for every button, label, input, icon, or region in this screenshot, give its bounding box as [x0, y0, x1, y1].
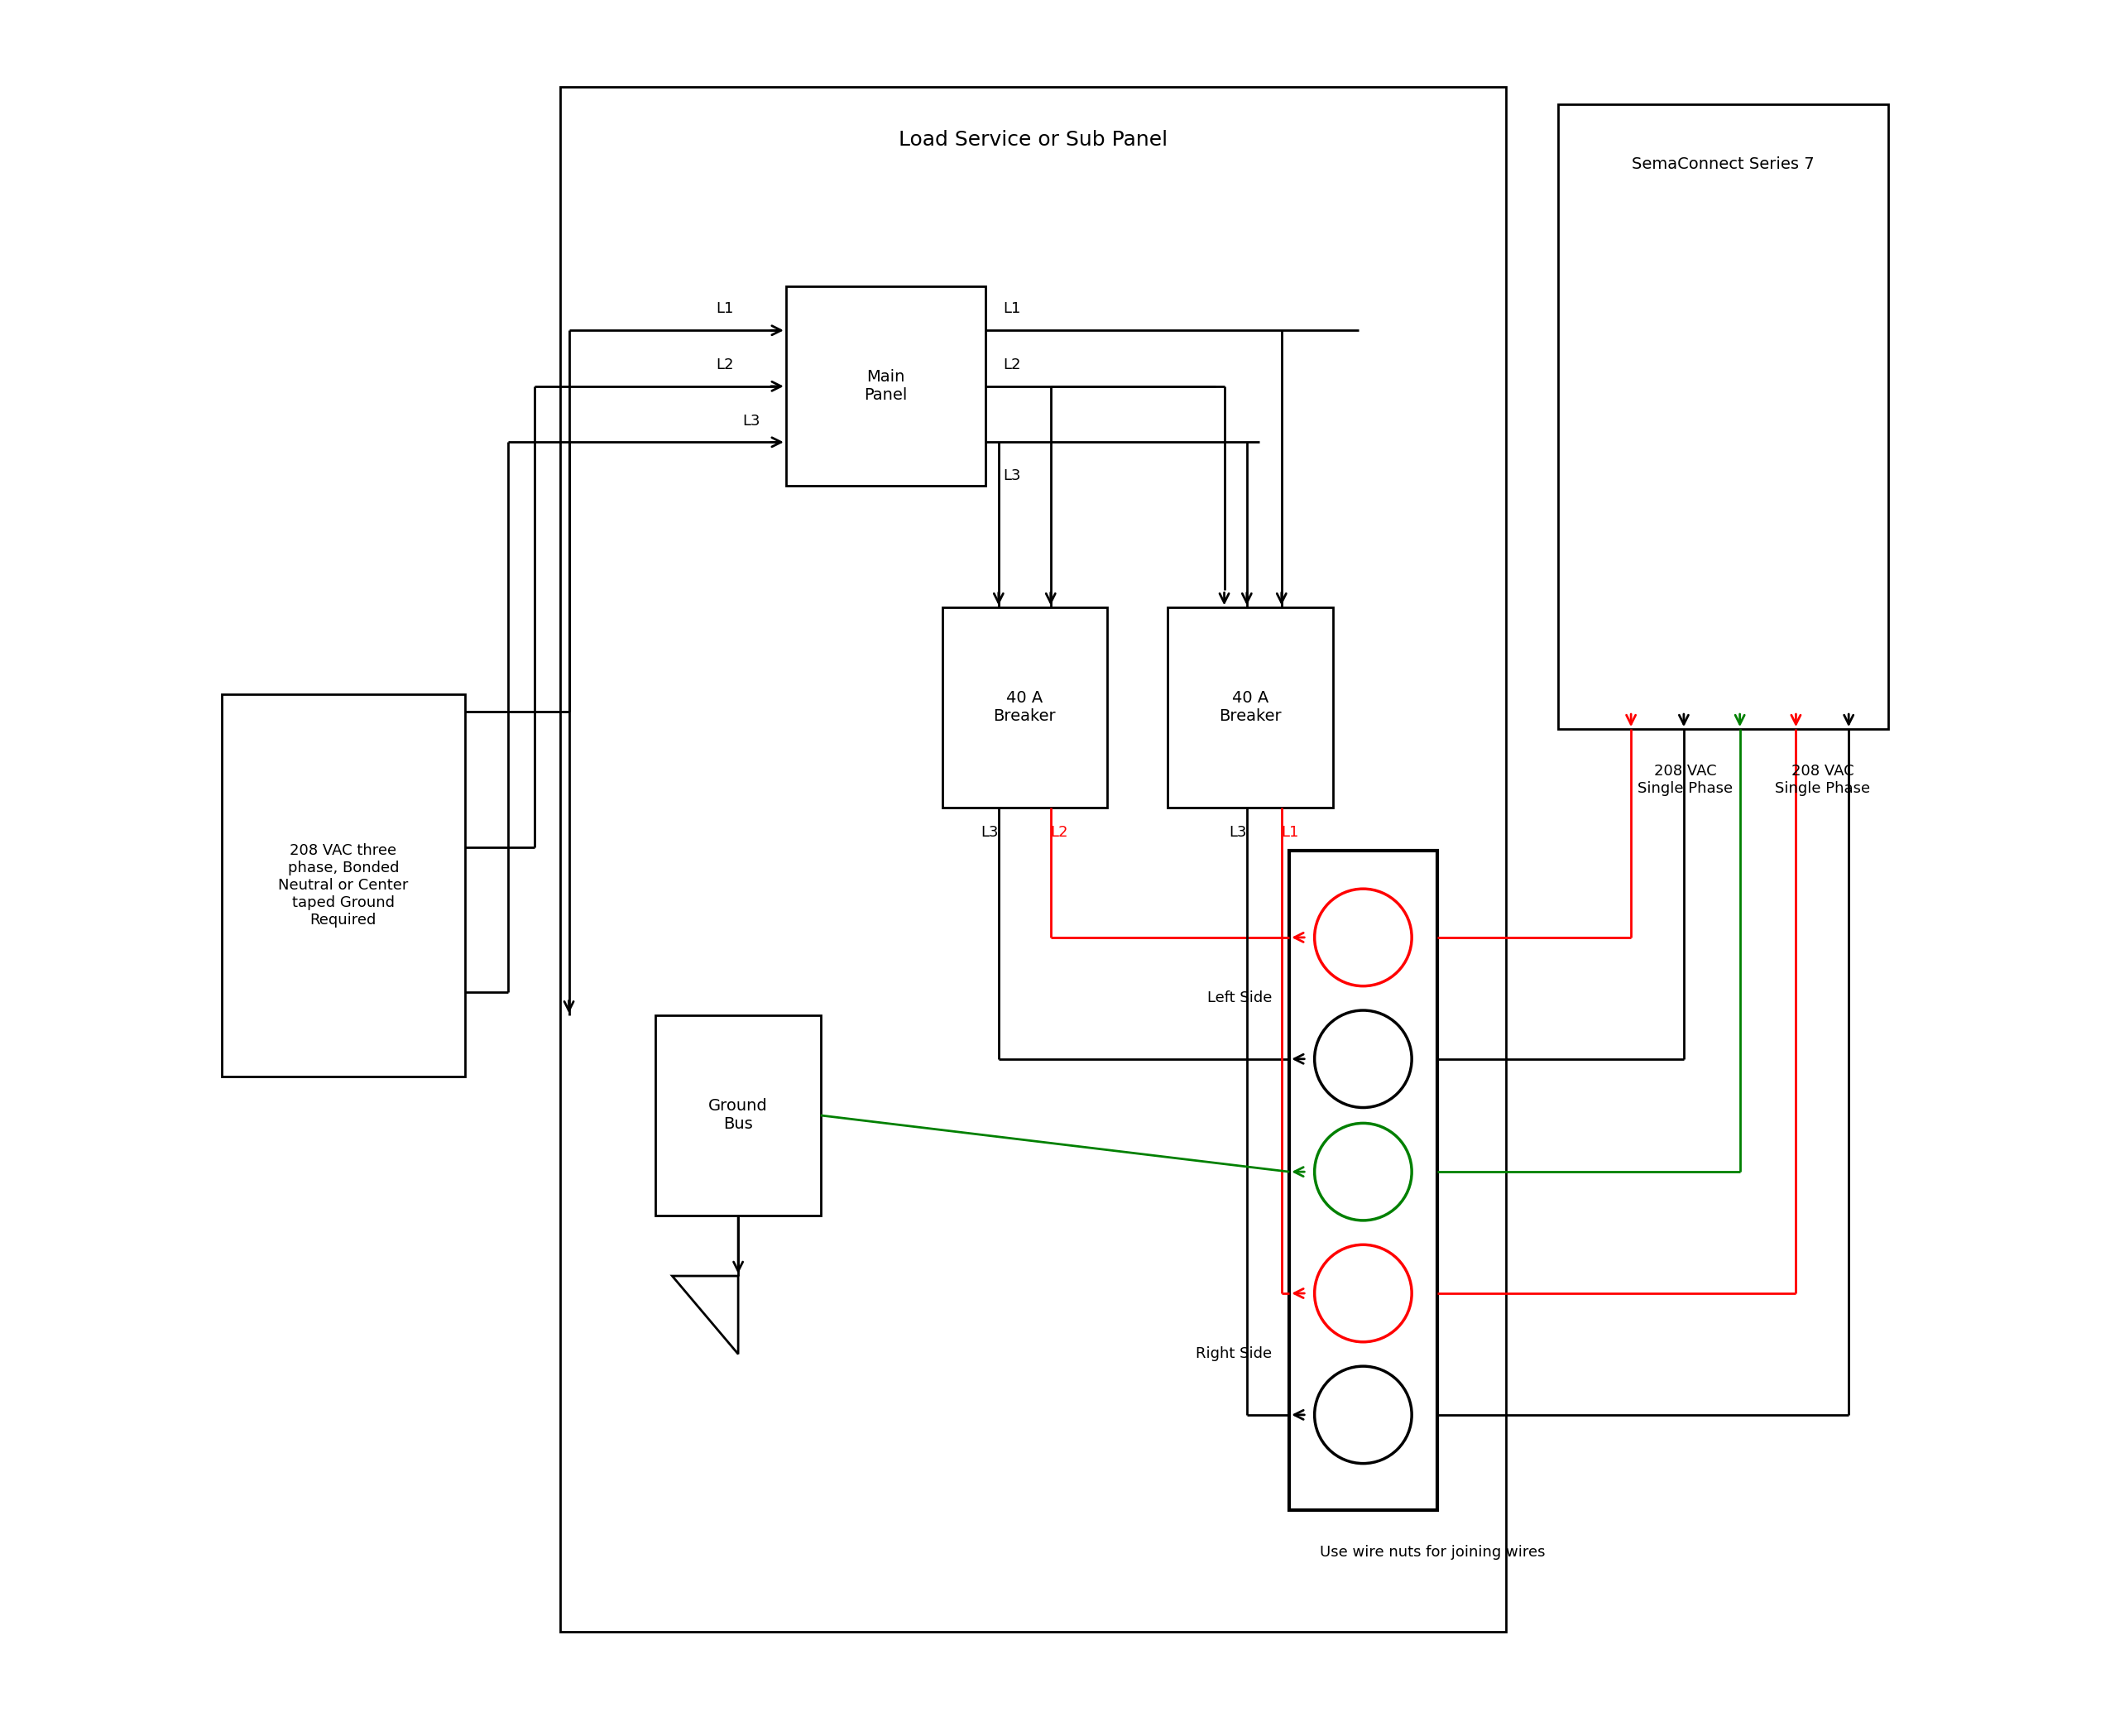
Text: 208 VAC
Single Phase: 208 VAC Single Phase [1775, 764, 1869, 795]
Text: Right Side: Right Side [1196, 1347, 1272, 1361]
Text: L1: L1 [1002, 302, 1021, 316]
Text: L3: L3 [1002, 469, 1021, 483]
Text: Ground
Bus: Ground Bus [709, 1099, 768, 1132]
Bar [222, 694, 464, 1076]
Text: 208 VAC three
phase, Bonded
Neutral or Center
taped Ground
Required: 208 VAC three phase, Bonded Neutral or C… [279, 844, 409, 927]
Text: Load Service or Sub Panel: Load Service or Sub Panel [899, 130, 1167, 149]
Text: L2: L2 [1051, 825, 1068, 840]
Text: 208 VAC
Single Phase: 208 VAC Single Phase [1637, 764, 1732, 795]
Text: L3: L3 [743, 413, 760, 429]
Bar [561, 87, 1507, 1632]
Text: L1: L1 [1281, 825, 1300, 840]
Bar [943, 608, 1108, 807]
Text: SemaConnect Series 7: SemaConnect Series 7 [1631, 156, 1815, 172]
Bar [656, 1016, 821, 1215]
Text: L3: L3 [1230, 825, 1247, 840]
Bar [1559, 104, 1888, 729]
Text: L2: L2 [715, 358, 734, 373]
Text: L1: L1 [715, 302, 734, 316]
Bar [1289, 851, 1437, 1510]
Text: Use wire nuts for joining wires: Use wire nuts for joining wires [1321, 1545, 1545, 1561]
Text: Main
Panel: Main Panel [865, 370, 907, 403]
Text: Left Side: Left Side [1207, 991, 1272, 1005]
Text: 40 A
Breaker: 40 A Breaker [994, 691, 1055, 724]
Text: L2: L2 [1002, 358, 1021, 373]
Bar [785, 286, 985, 486]
Text: 40 A
Breaker: 40 A Breaker [1220, 691, 1281, 724]
Text: L3: L3 [981, 825, 998, 840]
Bar [1167, 608, 1334, 807]
